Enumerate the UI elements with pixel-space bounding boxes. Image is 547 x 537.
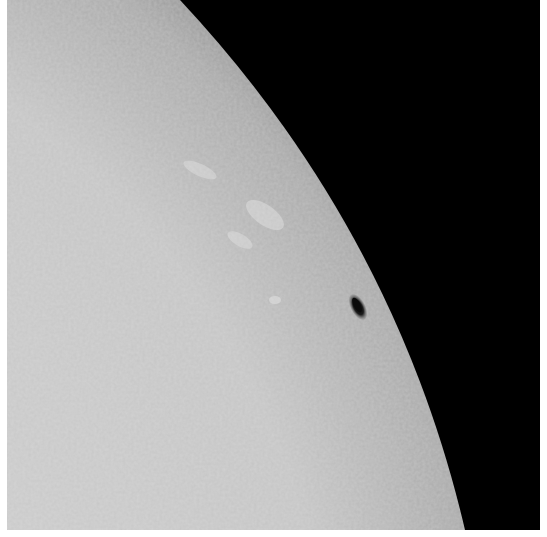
- solar-disk: [7, 0, 465, 530]
- sunspot-umbra: [352, 297, 362, 313]
- faculae: [183, 160, 284, 304]
